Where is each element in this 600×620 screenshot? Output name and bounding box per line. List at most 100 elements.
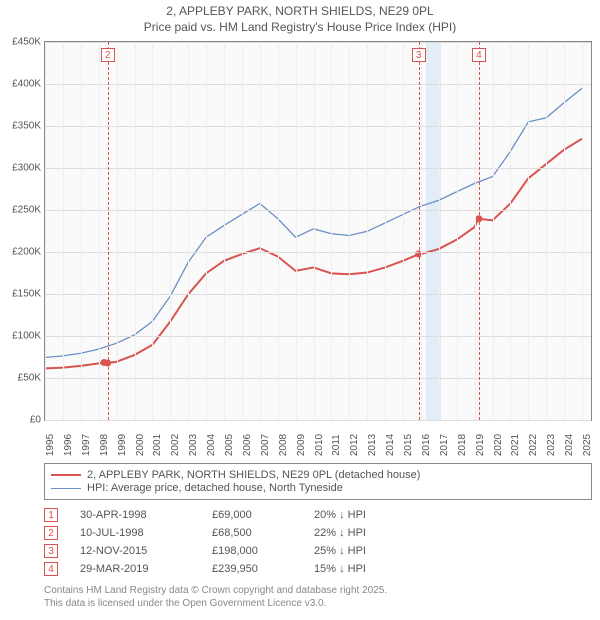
x-tick-label: 1999 [117, 434, 128, 456]
gridline-v [367, 42, 368, 420]
y-tick-label: £300K [3, 163, 41, 174]
legend-label: HPI: Average price, detached house, Nort… [87, 482, 343, 494]
x-tick-label: 2021 [510, 434, 521, 456]
gridline-v [510, 42, 511, 420]
legend-item: 2, APPLEBY PARK, NORTH SHIELDS, NE29 0PL… [51, 469, 585, 481]
chart-title-block: 2, APPLEBY PARK, NORTH SHIELDS, NE29 0PL… [0, 0, 600, 37]
event-price: £239,950 [212, 563, 292, 575]
y-tick-label: £150K [3, 289, 41, 300]
gridline-v [152, 42, 153, 420]
x-tick-label: 2019 [475, 434, 486, 456]
legend-label: 2, APPLEBY PARK, NORTH SHIELDS, NE29 0PL… [87, 469, 420, 481]
y-tick-label: £100K [3, 331, 41, 342]
x-tick-label: 2010 [314, 434, 325, 456]
gridline-v [278, 42, 279, 420]
event-marker-number: 2 [101, 48, 115, 62]
gridline-h [45, 378, 591, 379]
x-tick-label: 2022 [528, 434, 539, 456]
x-tick-label: 2001 [152, 434, 163, 456]
x-tick-label: 2007 [260, 434, 271, 456]
gridline-v [135, 42, 136, 420]
gridline-v [421, 42, 422, 420]
y-tick-label: £400K [3, 79, 41, 90]
gridline-v [349, 42, 350, 420]
x-tick-label: 1998 [99, 434, 110, 456]
event-pct: 15% ↓ HPI [314, 563, 414, 575]
event-number: 2 [44, 526, 58, 540]
gridline-h [45, 168, 591, 169]
x-tick-label: 2020 [493, 434, 504, 456]
legend-swatch [51, 474, 81, 476]
footer-attribution: Contains HM Land Registry data © Crown c… [44, 584, 592, 610]
gridline-v [564, 42, 565, 420]
x-tick-label: 2006 [242, 434, 253, 456]
y-tick-label: £0 [3, 415, 41, 426]
gridline-v [296, 42, 297, 420]
x-tick-label: 2003 [188, 434, 199, 456]
gridline-v [331, 42, 332, 420]
gridline-v [546, 42, 547, 420]
x-tick-label: 2014 [385, 434, 396, 456]
x-tick-label: 2017 [439, 434, 450, 456]
x-tick-label: 2002 [170, 434, 181, 456]
event-row: 4 29-MAR-2019 £239,950 15% ↓ HPI [44, 562, 592, 576]
x-tick-label: 2023 [546, 434, 557, 456]
event-line [419, 42, 420, 420]
event-date: 30-APR-1998 [80, 509, 190, 521]
events-table: 130-APR-1998£69,00020% ↓ HPI210-JUL-1998… [44, 508, 592, 576]
gridline-h [45, 84, 591, 85]
x-tick-label: 2005 [224, 434, 235, 456]
event-price: £68,500 [212, 527, 292, 539]
gridline-v [206, 42, 207, 420]
x-tick-label: 2009 [296, 434, 307, 456]
x-tick-label: 2024 [564, 434, 575, 456]
gridline-v [170, 42, 171, 420]
x-tick-label: 2025 [582, 434, 593, 456]
event-row: 130-APR-1998£69,00020% ↓ HPI [44, 508, 592, 522]
gridline-v [188, 42, 189, 420]
event-row: 210-JUL-1998£68,50022% ↓ HPI [44, 526, 592, 540]
gridline-v [528, 42, 529, 420]
gridline-h [45, 252, 591, 253]
y-tick-label: £450K [3, 37, 41, 48]
event-pct: 25% ↓ HPI [314, 545, 414, 557]
event-date: 29-MAR-2019 [80, 563, 190, 575]
gridline-v [457, 42, 458, 420]
footer-line: Contains HM Land Registry data © Crown c… [44, 584, 592, 597]
chart-plot-area: £0£50K£100K£150K£200K£250K£300K£350K£400… [44, 41, 592, 421]
footer-line: This data is licensed under the Open Gov… [44, 597, 592, 610]
chart-svg [45, 42, 591, 421]
gridline-v [81, 42, 82, 420]
event-price: £69,000 [212, 509, 292, 521]
gridline-v [224, 42, 225, 420]
gridline-v [314, 42, 315, 420]
y-tick-label: £350K [3, 121, 41, 132]
event-marker-number: 3 [412, 48, 426, 62]
x-tick-label: 2015 [403, 434, 414, 456]
x-tick-label: 2013 [367, 434, 378, 456]
event-number: 3 [44, 544, 58, 558]
event-number: 1 [44, 508, 58, 522]
gridline-v [493, 42, 494, 420]
gridline-v [117, 42, 118, 420]
event-price: £198,000 [212, 545, 292, 557]
gridline-h [45, 420, 591, 421]
event-date: 12-NOV-2015 [80, 545, 190, 557]
gridline-v [45, 42, 46, 420]
legend: 2, APPLEBY PARK, NORTH SHIELDS, NE29 0PL… [44, 463, 592, 500]
title-line-1: 2, APPLEBY PARK, NORTH SHIELDS, NE29 0PL [0, 4, 600, 20]
event-number: 4 [44, 562, 58, 576]
y-tick-label: £50K [3, 373, 41, 384]
gridline-h [45, 126, 591, 127]
x-tick-label: 2011 [331, 434, 342, 456]
x-tick-label: 2012 [349, 434, 360, 456]
gridline-v [475, 42, 476, 420]
gridline-h [45, 210, 591, 211]
gridline-v [242, 42, 243, 420]
event-date: 10-JUL-1998 [80, 527, 190, 539]
gridline-v [99, 42, 100, 420]
event-line [479, 42, 480, 420]
event-line [108, 42, 109, 420]
x-tick-label: 2000 [135, 434, 146, 456]
x-tick-label: 2008 [278, 434, 289, 456]
